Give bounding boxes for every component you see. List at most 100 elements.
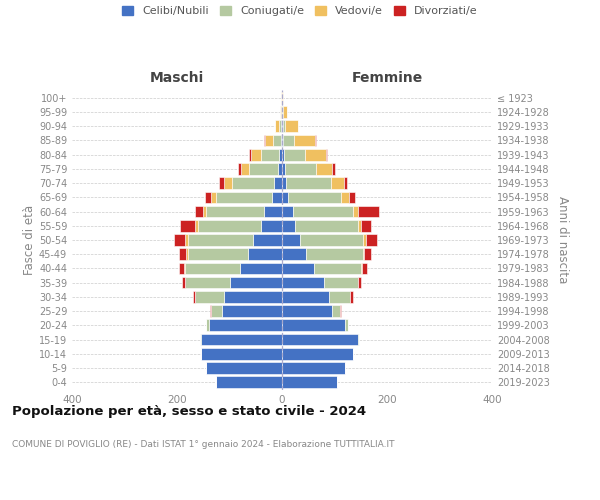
Bar [340, 306, 341, 317]
Bar [282, 306, 332, 317]
Bar [232, 178, 274, 189]
Bar [282, 206, 293, 218]
Bar [280, 106, 281, 118]
Bar [238, 163, 241, 174]
Bar [282, 248, 305, 260]
Legend: Celibi/Nubili, Coniugati/e, Vedovi/e, Divorziati/e: Celibi/Nubili, Coniugati/e, Vedovi/e, Di… [122, 6, 478, 16]
Bar [329, 291, 350, 302]
Bar [249, 163, 278, 174]
Y-axis label: Fasce di età: Fasce di età [23, 205, 36, 275]
Bar [282, 277, 324, 288]
Bar [179, 220, 196, 232]
Bar [275, 120, 279, 132]
Bar [210, 306, 211, 317]
Bar [283, 134, 293, 146]
Bar [196, 206, 203, 218]
Bar [250, 149, 251, 160]
Text: Femmine: Femmine [352, 71, 422, 85]
Bar [341, 192, 349, 203]
Bar [353, 206, 358, 218]
Bar [282, 334, 358, 345]
Bar [282, 192, 289, 203]
Bar [179, 248, 187, 260]
Bar [358, 334, 359, 345]
Bar [241, 163, 249, 174]
Bar [196, 220, 198, 232]
Bar [265, 134, 273, 146]
Bar [282, 348, 353, 360]
Bar [279, 120, 281, 132]
Bar [282, 376, 337, 388]
Bar [293, 206, 353, 218]
Bar [193, 291, 196, 302]
Bar [203, 206, 206, 218]
Bar [358, 277, 361, 288]
Bar [286, 178, 331, 189]
Bar [361, 262, 362, 274]
Bar [217, 192, 271, 203]
Bar [209, 320, 282, 331]
Bar [185, 277, 229, 288]
Bar [251, 149, 261, 160]
Bar [358, 206, 379, 218]
Bar [282, 163, 284, 174]
Bar [301, 234, 364, 246]
Bar [185, 262, 240, 274]
Bar [349, 192, 355, 203]
Bar [271, 192, 282, 203]
Bar [179, 262, 184, 274]
Bar [364, 248, 371, 260]
Bar [211, 306, 221, 317]
Bar [264, 134, 265, 146]
Bar [278, 163, 282, 174]
Bar [211, 192, 217, 203]
Bar [281, 134, 282, 146]
Bar [282, 362, 345, 374]
Bar [175, 234, 185, 246]
Bar [364, 234, 366, 246]
Bar [282, 320, 345, 331]
Bar [344, 178, 347, 189]
Bar [261, 149, 280, 160]
Bar [293, 134, 314, 146]
Bar [205, 192, 211, 203]
Bar [219, 178, 224, 189]
Bar [261, 220, 282, 232]
Bar [283, 120, 285, 132]
Bar [196, 291, 224, 302]
Bar [366, 234, 377, 246]
Bar [332, 306, 340, 317]
Bar [187, 234, 253, 246]
Bar [229, 277, 282, 288]
Bar [198, 220, 261, 232]
Bar [206, 206, 263, 218]
Bar [289, 192, 341, 203]
Bar [282, 106, 283, 118]
Bar [316, 163, 332, 174]
Bar [331, 178, 344, 189]
Bar [184, 262, 185, 274]
Bar [282, 178, 286, 189]
Bar [282, 262, 314, 274]
Bar [200, 348, 282, 360]
Bar [182, 277, 185, 288]
Bar [282, 220, 295, 232]
Bar [305, 248, 364, 260]
Bar [221, 306, 282, 317]
Bar [280, 149, 282, 160]
Bar [362, 262, 367, 274]
Y-axis label: Anni di nascita: Anni di nascita [556, 196, 569, 284]
Bar [224, 291, 282, 302]
Bar [248, 248, 282, 260]
Bar [361, 220, 371, 232]
Bar [285, 120, 298, 132]
Bar [224, 178, 232, 189]
Bar [282, 234, 301, 246]
Bar [187, 248, 248, 260]
Bar [282, 92, 283, 104]
Bar [358, 220, 361, 232]
Bar [314, 262, 361, 274]
Bar [274, 178, 282, 189]
Bar [282, 291, 329, 302]
Bar [345, 320, 347, 331]
